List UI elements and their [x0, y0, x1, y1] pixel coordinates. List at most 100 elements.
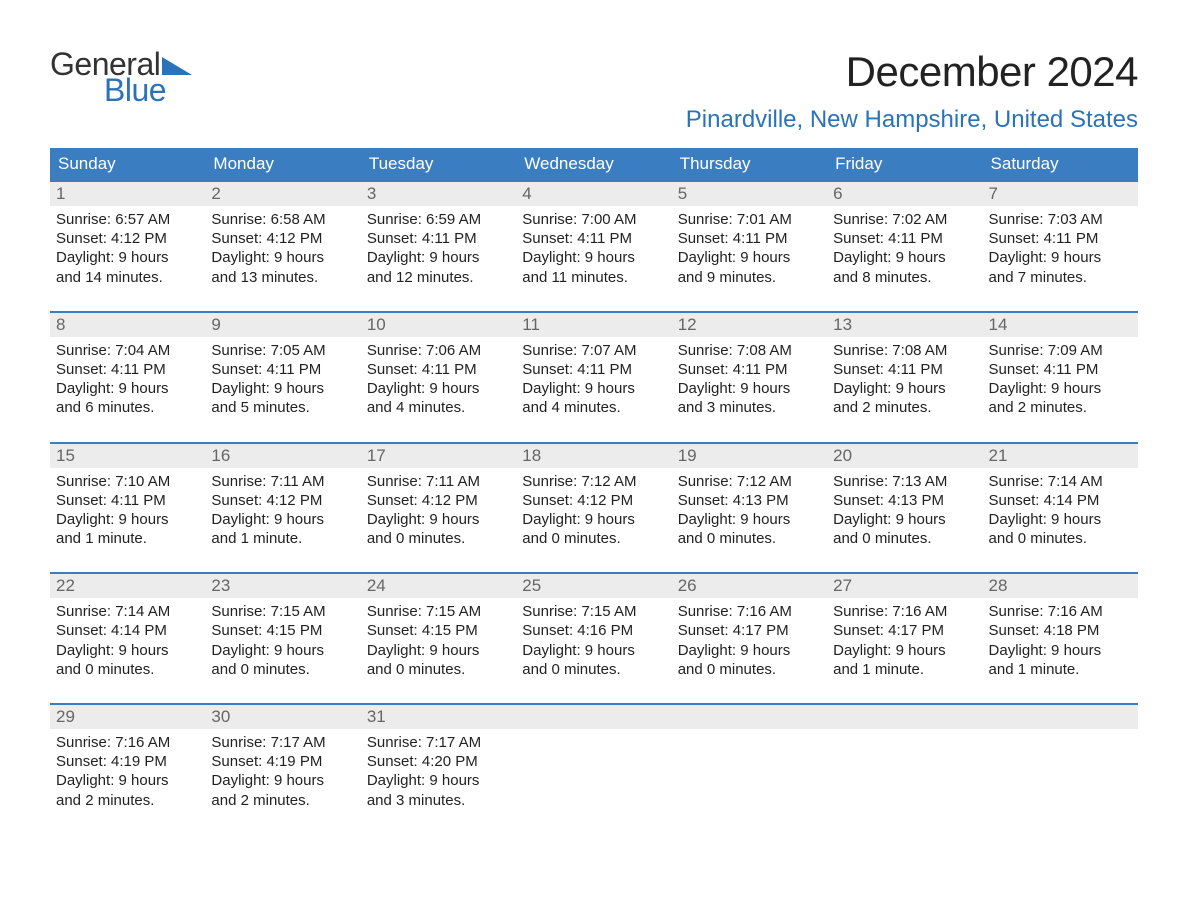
daylight-text-2: and 0 minutes.	[522, 660, 665, 679]
header: General Blue December 2024 Pinardville, …	[50, 48, 1138, 134]
calendar-week: 8Sunrise: 7:04 AMSunset: 4:11 PMDaylight…	[50, 311, 1138, 418]
sunset-text: Sunset: 4:16 PM	[522, 621, 665, 640]
daylight-text-2: and 2 minutes.	[989, 398, 1132, 417]
daylight-text-1: Daylight: 9 hours	[367, 771, 510, 790]
daylight-text-2: and 0 minutes.	[367, 660, 510, 679]
day-body: Sunrise: 7:11 AMSunset: 4:12 PMDaylight:…	[205, 468, 360, 549]
sunrise-text: Sunrise: 7:15 AM	[211, 602, 354, 621]
daylight-text-1: Daylight: 9 hours	[211, 379, 354, 398]
day-number: 17	[361, 444, 516, 468]
day-body: Sunrise: 7:14 AMSunset: 4:14 PMDaylight:…	[983, 468, 1138, 549]
day-body: Sunrise: 7:13 AMSunset: 4:13 PMDaylight:…	[827, 468, 982, 549]
day-body: Sunrise: 7:12 AMSunset: 4:13 PMDaylight:…	[672, 468, 827, 549]
sunset-text: Sunset: 4:19 PM	[211, 752, 354, 771]
calendar-week: 15Sunrise: 7:10 AMSunset: 4:11 PMDayligh…	[50, 442, 1138, 549]
weeks-container: 1Sunrise: 6:57 AMSunset: 4:12 PMDaylight…	[50, 180, 1138, 810]
sunset-text: Sunset: 4:12 PM	[522, 491, 665, 510]
daylight-text-1: Daylight: 9 hours	[211, 248, 354, 267]
daylight-text-1: Daylight: 9 hours	[678, 641, 821, 660]
sunset-text: Sunset: 4:11 PM	[989, 360, 1132, 379]
sunset-text: Sunset: 4:13 PM	[833, 491, 976, 510]
day-number: 29	[50, 705, 205, 729]
calendar-day: 7Sunrise: 7:03 AMSunset: 4:11 PMDaylight…	[983, 182, 1138, 287]
sunrise-text: Sunrise: 7:00 AM	[522, 210, 665, 229]
day-body: Sunrise: 7:15 AMSunset: 4:15 PMDaylight:…	[205, 598, 360, 679]
daylight-text-1: Daylight: 9 hours	[367, 641, 510, 660]
day-body: Sunrise: 7:07 AMSunset: 4:11 PMDaylight:…	[516, 337, 671, 418]
sunset-text: Sunset: 4:11 PM	[833, 360, 976, 379]
daylight-text-1: Daylight: 9 hours	[989, 379, 1132, 398]
day-body: Sunrise: 7:06 AMSunset: 4:11 PMDaylight:…	[361, 337, 516, 418]
calendar: Sunday Monday Tuesday Wednesday Thursday…	[50, 148, 1138, 810]
sunset-text: Sunset: 4:11 PM	[56, 360, 199, 379]
day-number: 13	[827, 313, 982, 337]
calendar-day: 4Sunrise: 7:00 AMSunset: 4:11 PMDaylight…	[516, 182, 671, 287]
title-block: December 2024 Pinardville, New Hampshire…	[686, 48, 1138, 134]
sunset-text: Sunset: 4:13 PM	[678, 491, 821, 510]
calendar-week: 1Sunrise: 6:57 AMSunset: 4:12 PMDaylight…	[50, 180, 1138, 287]
location: Pinardville, New Hampshire, United State…	[686, 106, 1138, 134]
sunrise-text: Sunrise: 6:58 AM	[211, 210, 354, 229]
calendar-day: .	[672, 705, 827, 810]
day-body: Sunrise: 6:58 AMSunset: 4:12 PMDaylight:…	[205, 206, 360, 287]
sunset-text: Sunset: 4:11 PM	[989, 229, 1132, 248]
sunset-text: Sunset: 4:11 PM	[367, 360, 510, 379]
calendar-day: .	[516, 705, 671, 810]
calendar-day: .	[983, 705, 1138, 810]
sunrise-text: Sunrise: 6:59 AM	[367, 210, 510, 229]
calendar-day: 8Sunrise: 7:04 AMSunset: 4:11 PMDaylight…	[50, 313, 205, 418]
daylight-text-1: Daylight: 9 hours	[211, 641, 354, 660]
sunrise-text: Sunrise: 7:12 AM	[678, 472, 821, 491]
daylight-text-1: Daylight: 9 hours	[522, 510, 665, 529]
day-body: Sunrise: 7:01 AMSunset: 4:11 PMDaylight:…	[672, 206, 827, 287]
calendar-day: 10Sunrise: 7:06 AMSunset: 4:11 PMDayligh…	[361, 313, 516, 418]
daylight-text-2: and 13 minutes.	[211, 268, 354, 287]
calendar-day: 22Sunrise: 7:14 AMSunset: 4:14 PMDayligh…	[50, 574, 205, 679]
daylight-text-1: Daylight: 9 hours	[56, 510, 199, 529]
daylight-text-2: and 0 minutes.	[211, 660, 354, 679]
sunset-text: Sunset: 4:15 PM	[367, 621, 510, 640]
page: General Blue December 2024 Pinardville, …	[0, 0, 1188, 858]
daylight-text-1: Daylight: 9 hours	[678, 510, 821, 529]
day-number: 18	[516, 444, 671, 468]
daylight-text-2: and 4 minutes.	[367, 398, 510, 417]
day-number: 10	[361, 313, 516, 337]
day-number: 4	[516, 182, 671, 206]
calendar-day: 6Sunrise: 7:02 AMSunset: 4:11 PMDaylight…	[827, 182, 982, 287]
daylight-text-2: and 0 minutes.	[522, 529, 665, 548]
daylight-text-2: and 2 minutes.	[833, 398, 976, 417]
daylight-text-2: and 0 minutes.	[678, 660, 821, 679]
day-number: 7	[983, 182, 1138, 206]
sunrise-text: Sunrise: 7:04 AM	[56, 341, 199, 360]
calendar-day: 20Sunrise: 7:13 AMSunset: 4:13 PMDayligh…	[827, 444, 982, 549]
day-body: Sunrise: 7:10 AMSunset: 4:11 PMDaylight:…	[50, 468, 205, 549]
daylight-text-1: Daylight: 9 hours	[833, 379, 976, 398]
day-number: 15	[50, 444, 205, 468]
daylight-text-1: Daylight: 9 hours	[522, 641, 665, 660]
daylight-text-2: and 1 minute.	[211, 529, 354, 548]
calendar-week: 29Sunrise: 7:16 AMSunset: 4:19 PMDayligh…	[50, 703, 1138, 810]
weekday-header: Sunday	[50, 148, 205, 180]
daylight-text-1: Daylight: 9 hours	[56, 248, 199, 267]
daylight-text-2: and 5 minutes.	[211, 398, 354, 417]
calendar-day: 1Sunrise: 6:57 AMSunset: 4:12 PMDaylight…	[50, 182, 205, 287]
daylight-text-2: and 3 minutes.	[678, 398, 821, 417]
sunset-text: Sunset: 4:12 PM	[56, 229, 199, 248]
daylight-text-2: and 12 minutes.	[367, 268, 510, 287]
day-body: Sunrise: 6:57 AMSunset: 4:12 PMDaylight:…	[50, 206, 205, 287]
day-body: Sunrise: 7:00 AMSunset: 4:11 PMDaylight:…	[516, 206, 671, 287]
weekday-header: Monday	[205, 148, 360, 180]
calendar-day: 23Sunrise: 7:15 AMSunset: 4:15 PMDayligh…	[205, 574, 360, 679]
sunrise-text: Sunrise: 7:08 AM	[833, 341, 976, 360]
day-body: Sunrise: 7:17 AMSunset: 4:19 PMDaylight:…	[205, 729, 360, 810]
day-body: Sunrise: 7:05 AMSunset: 4:11 PMDaylight:…	[205, 337, 360, 418]
sunrise-text: Sunrise: 7:17 AM	[367, 733, 510, 752]
day-body: Sunrise: 7:16 AMSunset: 4:17 PMDaylight:…	[672, 598, 827, 679]
daylight-text-2: and 7 minutes.	[989, 268, 1132, 287]
calendar-day: 19Sunrise: 7:12 AMSunset: 4:13 PMDayligh…	[672, 444, 827, 549]
sunrise-text: Sunrise: 7:12 AM	[522, 472, 665, 491]
sunrise-text: Sunrise: 7:10 AM	[56, 472, 199, 491]
daylight-text-1: Daylight: 9 hours	[367, 248, 510, 267]
daylight-text-2: and 8 minutes.	[833, 268, 976, 287]
calendar-day: 27Sunrise: 7:16 AMSunset: 4:17 PMDayligh…	[827, 574, 982, 679]
